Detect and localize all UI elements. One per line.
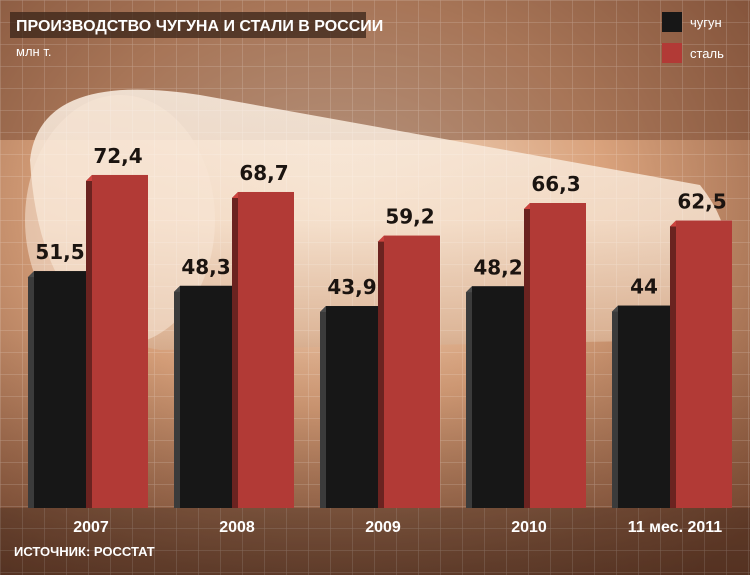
x-axis-ticks: 2007 2008 2009 2010 11 мес. 2011 — [73, 519, 722, 536]
value-label-чугун-2: 43,9 — [327, 275, 376, 299]
legend-swatch-iron — [662, 12, 682, 32]
bar-side-чугун-0 — [28, 271, 34, 508]
bar-сталь-4 — [676, 220, 732, 508]
x-tick-2: 2009 — [365, 519, 401, 536]
bar-side-чугун-2 — [320, 306, 326, 508]
x-tick-4: 11 мес. 2011 — [628, 519, 722, 536]
x-tick-0: 2007 — [73, 519, 109, 536]
bar-чугун-4 — [618, 305, 674, 508]
x-tick-1: 2008 — [219, 519, 255, 536]
legend: чугун сталь — [662, 12, 724, 63]
x-tick-3: 2010 — [511, 519, 547, 536]
value-label-сталь-1: 68,7 — [239, 161, 288, 185]
bar-side-сталь-1 — [232, 191, 238, 509]
value-label-сталь-3: 66,3 — [531, 172, 580, 196]
value-label-сталь-4: 62,5 — [677, 190, 726, 214]
value-label-чугун-0: 51,5 — [35, 240, 84, 264]
value-label-чугун-3: 48,2 — [473, 255, 522, 279]
legend-label-steel: сталь — [690, 46, 724, 61]
bar-сталь-0 — [92, 174, 148, 508]
bar-чугун-3 — [472, 286, 528, 508]
value-label-сталь-0: 72,4 — [93, 144, 142, 168]
bar-сталь-3 — [530, 203, 586, 508]
bar-сталь-1 — [238, 191, 294, 509]
legend-label-iron: чугун — [690, 15, 722, 30]
legend-swatch-steel — [662, 43, 682, 63]
bar-side-сталь-3 — [524, 203, 530, 508]
bars — [28, 174, 732, 509]
bar-side-сталь-4 — [670, 220, 676, 508]
chart-title: ПРОИЗВОДСТВО ЧУГУНА И СТАЛИ В РОССИИ — [16, 18, 383, 35]
unit-label: млн т. — [16, 44, 51, 59]
bar-чугун-0 — [34, 271, 90, 508]
title-box — [10, 12, 366, 38]
bar-сталь-2 — [384, 235, 440, 508]
bar-чугун-2 — [326, 306, 382, 508]
value-label-сталь-2: 59,2 — [385, 205, 434, 229]
bar-side-сталь-2 — [378, 235, 384, 508]
value-labels: 51,5 72,4 48,3 68,7 43,9 59,2 48,2 66,3 44 62,5 — [35, 144, 726, 299]
bar-side-чугун-3 — [466, 286, 472, 508]
value-label-чугун-4: 44 — [630, 275, 658, 299]
axis-band — [0, 508, 750, 575]
source-note: ИСТОЧНИК: РОССТАТ — [14, 544, 155, 559]
bar-чугун-1 — [180, 285, 236, 508]
bar-side-чугун-4 — [612, 305, 618, 508]
bar-side-сталь-0 — [86, 174, 92, 508]
value-label-чугун-1: 48,3 — [181, 255, 230, 279]
bar-side-чугун-1 — [174, 285, 180, 508]
